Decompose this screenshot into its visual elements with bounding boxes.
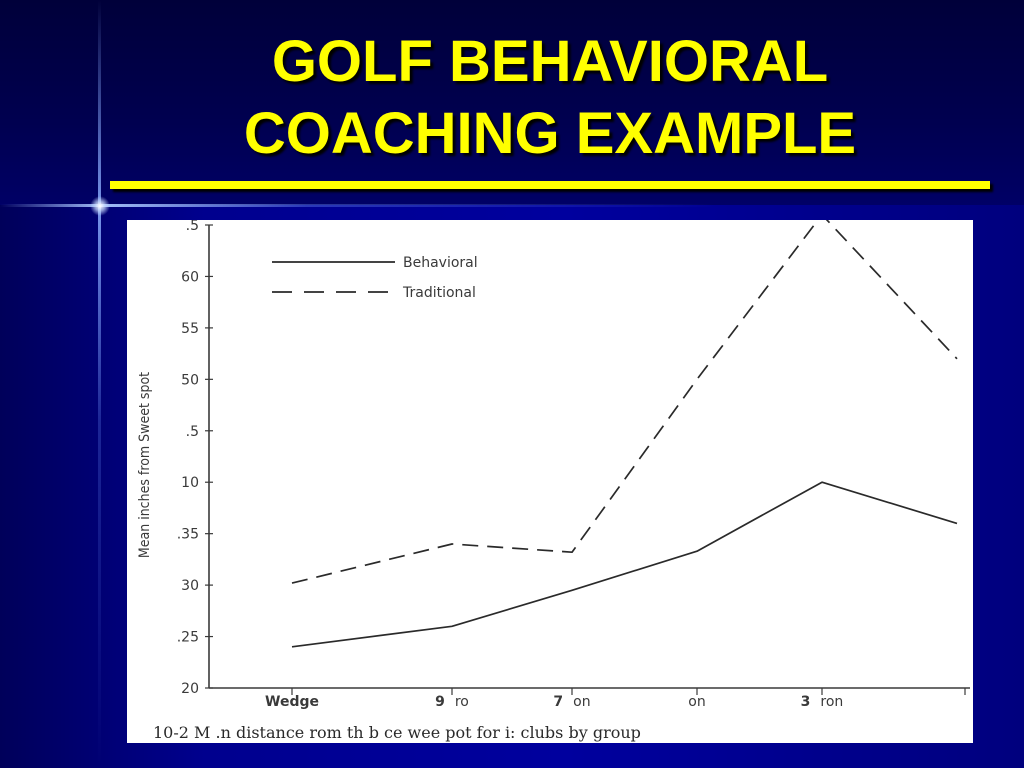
- x-tick-label: 9 ro: [435, 694, 469, 710]
- x-tick-label-number: Wedge: [265, 694, 319, 710]
- y-tick-label: 30: [181, 578, 199, 594]
- light-flare-horizontal: [0, 204, 1024, 207]
- series-line-traditional: [291, 220, 958, 584]
- figure-caption: 10-2 M .n distance rom th b ce wee pot f…: [153, 723, 641, 742]
- slide-title-line-1: GOLF BEHAVIORAL: [271, 29, 829, 94]
- slide-title-line-2: COACHING EXAMPLE: [243, 101, 857, 166]
- slide-title: GOLF BEHAVIORAL COACHING EXAMPLE: [110, 26, 990, 170]
- x-tick-label: Wedge: [265, 694, 319, 710]
- chart-figure: 20 .25 30 .35 10 .5 50 55 60 .5 Mean inches from S…: [127, 220, 973, 743]
- title-underline: [110, 181, 990, 189]
- x-tick-label-suffix: on: [688, 694, 705, 710]
- y-tick-label: 50: [181, 372, 199, 388]
- x-tick-label-number: 9: [435, 694, 445, 710]
- y-tick-label: 55: [181, 321, 199, 337]
- x-tick-label-suffix: on: [573, 694, 590, 710]
- legend-label-traditional: Traditional: [402, 285, 476, 301]
- y-tick-label: .5: [186, 424, 199, 440]
- legend-label-behavioral: Behavioral: [403, 255, 478, 271]
- light-flare-vertical: [98, 0, 101, 768]
- y-tick-label: 60: [181, 269, 199, 285]
- y-tick-label: 20: [181, 681, 199, 697]
- light-flare-spark: [90, 196, 110, 216]
- y-axis-title: Mean inches from Sweet spot: [137, 372, 153, 558]
- title-band: [0, 0, 1024, 205]
- x-tick-label-number: 7: [553, 694, 563, 710]
- y-tick-label: .35: [177, 527, 199, 543]
- x-tick-label: on: [688, 694, 705, 710]
- x-tick-label: 7 on: [553, 694, 590, 710]
- x-tick-label-suffix: ron: [820, 694, 843, 710]
- x-tick-label-suffix: ro: [455, 694, 469, 710]
- y-tick-label: .5: [186, 220, 199, 234]
- x-tick-label-number: 3: [801, 694, 811, 710]
- y-tick-label: .25: [177, 630, 199, 646]
- line-chart: 20 .25 30 .35 10 .5 50 55 60 .5 Mean inches from S…: [137, 220, 970, 742]
- series-line-behavioral: [291, 481, 958, 648]
- y-tick-label: 10: [181, 475, 199, 491]
- x-tick-label: 3 ron: [801, 694, 844, 710]
